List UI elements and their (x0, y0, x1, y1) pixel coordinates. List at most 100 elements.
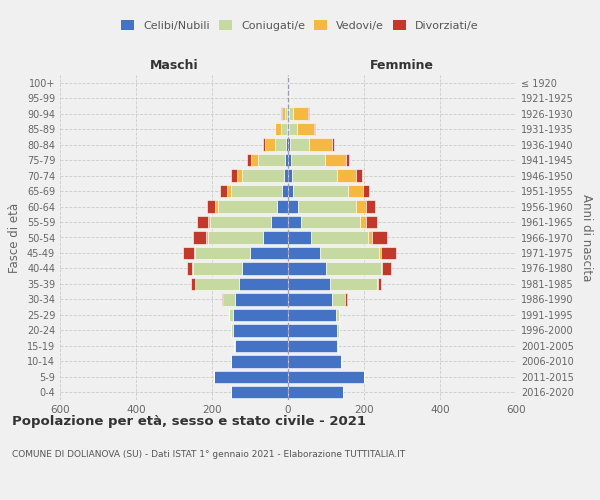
Bar (366, 216, 377, 228)
Bar (288, 216, 301, 228)
Bar (347, 185, 363, 198)
Bar (231, 185, 283, 198)
Bar (332, 138, 334, 151)
Bar (288, 247, 320, 259)
Bar (281, 123, 287, 136)
Bar (194, 247, 195, 259)
Bar (288, 92, 289, 104)
Bar (382, 262, 391, 274)
Bar (235, 340, 288, 352)
Bar (366, 200, 376, 212)
Bar (288, 324, 337, 336)
Bar (288, 262, 326, 274)
Bar (242, 262, 288, 274)
Bar (187, 262, 192, 274)
Bar (218, 200, 277, 212)
Bar (197, 216, 208, 228)
Bar (251, 154, 259, 166)
Bar (250, 247, 288, 259)
Bar (195, 278, 239, 290)
Bar (208, 216, 210, 228)
Bar (288, 170, 292, 182)
Bar (275, 138, 286, 151)
Bar (337, 324, 340, 336)
Bar (288, 108, 289, 120)
Bar (377, 278, 382, 290)
Bar (207, 200, 215, 212)
Bar (335, 308, 340, 321)
Bar (227, 185, 231, 198)
Bar (320, 247, 379, 259)
Bar (379, 247, 381, 259)
Legend: Celibi/Nubili, Coniugati/e, Vedovi/e, Divorziati/e: Celibi/Nubili, Coniugati/e, Vedovi/e, Di… (117, 16, 483, 35)
Bar (231, 324, 233, 336)
Bar (332, 293, 345, 306)
Bar (275, 123, 281, 136)
Bar (183, 247, 194, 259)
Bar (337, 340, 338, 352)
Bar (265, 138, 275, 151)
Bar (231, 386, 288, 398)
Bar (288, 293, 332, 306)
Bar (288, 185, 293, 198)
Bar (298, 200, 356, 212)
Bar (195, 247, 250, 259)
Bar (231, 170, 236, 182)
Bar (293, 108, 308, 120)
Bar (356, 170, 362, 182)
Bar (346, 154, 349, 166)
Y-axis label: Fasce di età: Fasce di età (8, 202, 21, 272)
Bar (311, 232, 368, 243)
Bar (242, 170, 284, 182)
Bar (284, 170, 288, 182)
Bar (271, 216, 288, 228)
Bar (287, 108, 288, 120)
Bar (326, 262, 381, 274)
Bar (288, 123, 289, 136)
Bar (210, 216, 271, 228)
Bar (237, 170, 242, 182)
Text: COMUNE DI DOLIANOVA (SU) - Dati ISTAT 1° gennaio 2021 - Elaborazione TUTTITALIA.: COMUNE DI DOLIANOVA (SU) - Dati ISTAT 1°… (12, 450, 405, 459)
Bar (290, 138, 309, 151)
Bar (288, 278, 330, 290)
Bar (263, 138, 265, 151)
Bar (233, 308, 288, 321)
Bar (381, 247, 397, 259)
Text: Popolazione per età, sesso e stato civile - 2021: Popolazione per età, sesso e stato civil… (12, 415, 366, 428)
Bar (235, 293, 288, 306)
Bar (277, 200, 288, 212)
Bar (289, 92, 290, 104)
Text: Femmine: Femmine (370, 59, 434, 72)
Bar (325, 154, 346, 166)
Bar (215, 200, 218, 212)
Bar (356, 200, 366, 212)
Bar (371, 232, 387, 243)
Bar (239, 278, 288, 290)
Bar (288, 232, 311, 243)
Bar (223, 293, 235, 306)
Bar (221, 293, 223, 306)
Bar (381, 262, 382, 274)
Bar (289, 108, 293, 120)
Bar (345, 293, 347, 306)
Bar (281, 108, 286, 120)
Text: Maschi: Maschi (149, 59, 199, 72)
Bar (191, 278, 194, 290)
Bar (330, 278, 377, 290)
Bar (360, 216, 366, 228)
Bar (288, 308, 335, 321)
Bar (288, 138, 290, 151)
Bar (206, 232, 208, 243)
Y-axis label: Anni di nascita: Anni di nascita (580, 194, 593, 281)
Bar (214, 370, 288, 383)
Bar (193, 232, 206, 243)
Bar (192, 262, 193, 274)
Bar (233, 324, 288, 336)
Bar (292, 170, 337, 182)
Bar (231, 355, 288, 368)
Bar (288, 200, 298, 212)
Bar (234, 340, 235, 352)
Bar (297, 123, 314, 136)
Bar (291, 154, 325, 166)
Bar (337, 170, 356, 182)
